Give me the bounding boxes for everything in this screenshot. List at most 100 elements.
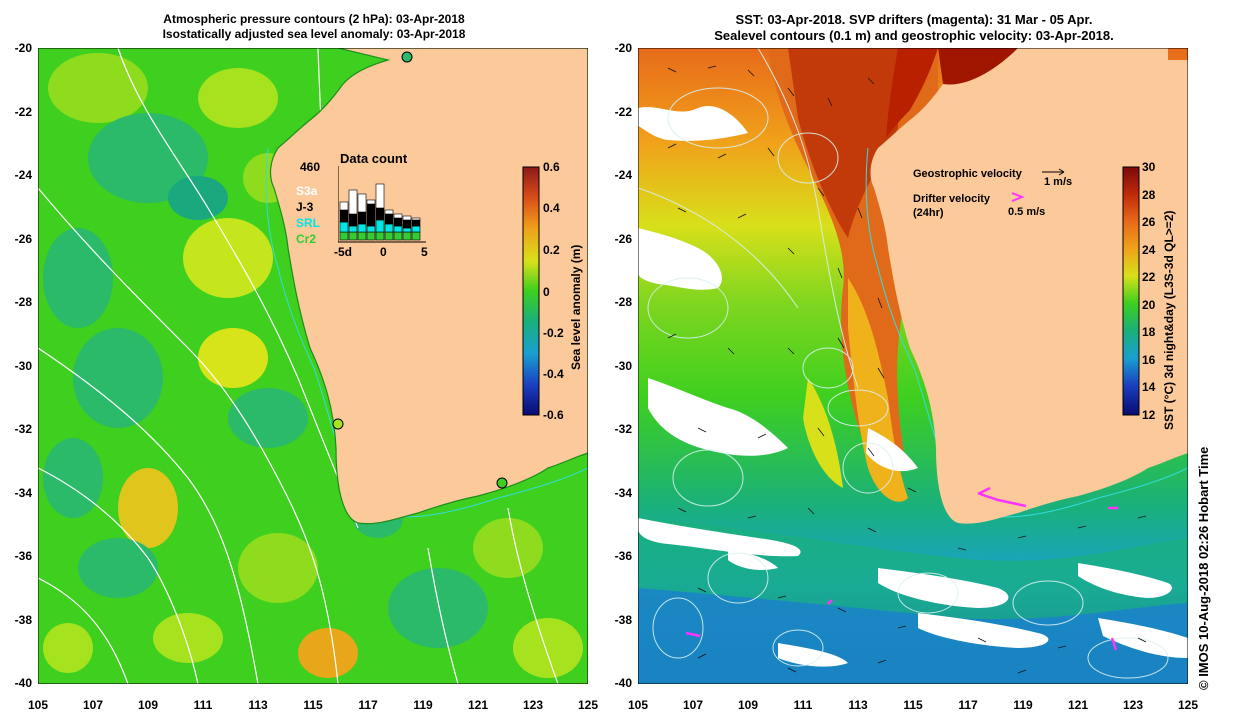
cloud-mask	[638, 106, 1188, 667]
lon-tick: 109	[137, 698, 159, 712]
sla-colorbar	[522, 166, 540, 416]
lat-tick: -32	[14, 422, 32, 436]
australia-land	[870, 48, 1188, 524]
sst-map	[638, 48, 1188, 684]
sst-cold-band	[638, 588, 1188, 684]
sst-cb-tick: 14	[1142, 380, 1156, 394]
sla-map	[38, 48, 588, 684]
mission-cr2: Cr2	[296, 232, 317, 246]
inset-xtick: -5d	[334, 245, 352, 259]
lon-tick: 113	[248, 698, 268, 712]
sla-colorbar-label: Sea level anomaly (m)	[569, 244, 583, 370]
sst-cb-tick: 26	[1142, 215, 1156, 229]
lon-tick: 109	[737, 698, 759, 712]
mission-srl: SRL	[296, 216, 320, 230]
lat-tick: -36	[14, 549, 32, 563]
sst-cb-tick: 16	[1142, 353, 1156, 367]
inset-xtick: 5	[421, 245, 428, 259]
lat-tick: -20	[614, 41, 632, 55]
lon-tick: 111	[193, 698, 213, 712]
data-count-chart	[338, 166, 426, 243]
lat-tick: -22	[14, 105, 32, 119]
lon-tick: 123	[1122, 698, 1144, 712]
lat-tick: -26	[614, 232, 632, 246]
isobath-line	[265, 147, 588, 518]
lat-tick: -28	[614, 295, 632, 309]
australia-land	[269, 48, 588, 525]
geostrophic-scale: 1 m/s	[1044, 176, 1073, 188]
sst-land-hot	[938, 48, 1018, 85]
lon-tick: 115	[303, 698, 323, 712]
lat-tick: -20	[14, 41, 32, 55]
drifter-scale: 0.5 m/s	[1008, 206, 1046, 218]
pressure-contours	[38, 48, 559, 684]
lon-tick: 115	[903, 698, 923, 712]
sst-cb-tick: 24	[1142, 243, 1156, 257]
lat-tick: -34	[14, 486, 32, 500]
lon-tick: 121	[1067, 698, 1089, 712]
lat-tick: -24	[614, 168, 632, 182]
lat-tick: -38	[14, 613, 32, 627]
mission-j3: J-3	[296, 200, 314, 214]
lat-tick: -38	[614, 613, 632, 627]
left-title-line1: Atmospheric pressure contours (2 hPa): 0…	[163, 12, 465, 26]
copyright-text: © IMOS 10-Aug-2018 02:26 Hobart Time	[1196, 446, 1211, 690]
lat-tick: -40	[614, 676, 632, 690]
sla-cb-tick: 0.4	[543, 201, 560, 215]
sst-cb-tick: 30	[1142, 160, 1156, 174]
sla-cb-tick: 0	[543, 285, 550, 299]
sst-cb-tick: 28	[1142, 188, 1156, 202]
geostrophic-arrows	[667, 65, 1147, 674]
tide-gauge-marker	[401, 51, 413, 63]
geostrophic-scale-arrow	[1042, 168, 1065, 176]
lat-tick: -26	[14, 232, 32, 246]
sst-cb-tick: 22	[1142, 270, 1156, 284]
sla-cb-tick: 0.6	[543, 160, 560, 174]
lat-tick: -30	[614, 359, 632, 373]
lat-tick: -22	[614, 105, 632, 119]
data-count-bars	[339, 183, 421, 241]
left-panel-title: Atmospheric pressure contours (2 hPa): 0…	[40, 12, 588, 42]
sst-cb-tick: 20	[1142, 298, 1156, 312]
lat-tick: -40	[14, 676, 32, 690]
lon-tick: 105	[627, 698, 649, 712]
lon-tick: 121	[467, 698, 489, 712]
inset-title: Data count	[340, 151, 408, 166]
right-title-line1: SST: 03-Apr-2018. SVP drifters (magenta)…	[735, 12, 1093, 27]
lat-tick: -36	[614, 549, 632, 563]
tide-gauge-marker	[332, 418, 344, 430]
right-title-line2: Sealevel contours (0.1 m) and geostrophi…	[714, 28, 1114, 43]
left-title-line2: Isostatically adjusted sea level anomaly…	[162, 27, 466, 41]
sla-cb-tick: -0.2	[543, 326, 564, 340]
ssh-contours	[638, 48, 1169, 679]
tide-gauge-marker	[496, 477, 508, 489]
lon-tick: 123	[522, 698, 544, 712]
lon-tick: 111	[793, 698, 813, 712]
sst-colorbar-label: SST (°C) 3d night&day (L3S-3d QL>=2)	[1162, 210, 1176, 431]
inset-max-count: 460	[300, 160, 321, 174]
lon-tick: 125	[577, 698, 599, 712]
lon-tick: 107	[682, 698, 704, 712]
lon-tick: 113	[848, 698, 868, 712]
sla-cb-tick: -0.4	[543, 367, 564, 381]
lat-tick: -28	[14, 295, 32, 309]
mission-s3a: S3a	[296, 184, 318, 198]
lat-tick: -24	[14, 168, 32, 182]
lon-tick: 107	[82, 698, 104, 712]
sla-cb-tick: -0.6	[543, 408, 564, 422]
drifter-tracks	[685, 486, 1118, 651]
lat-tick: -34	[614, 486, 632, 500]
lon-tick: 105	[27, 698, 49, 712]
sst-cb-tick: 18	[1142, 325, 1156, 339]
lon-tick: 125	[1177, 698, 1199, 712]
geostrophic-legend-label: Geostrophic velocity	[913, 168, 1022, 180]
lon-tick: 117	[958, 698, 978, 712]
right-panel-title: SST: 03-Apr-2018. SVP drifters (magenta)…	[640, 12, 1188, 44]
sst-cb-tick: 12	[1142, 408, 1156, 422]
lon-tick: 117	[358, 698, 378, 712]
isobath-line	[865, 147, 1188, 518]
sla-anomaly-field	[43, 53, 583, 678]
drifter-scale-arrow	[1011, 192, 1025, 202]
drifter-legend-label: Drifter velocity	[913, 193, 991, 205]
inset-xtick: 0	[380, 245, 387, 259]
